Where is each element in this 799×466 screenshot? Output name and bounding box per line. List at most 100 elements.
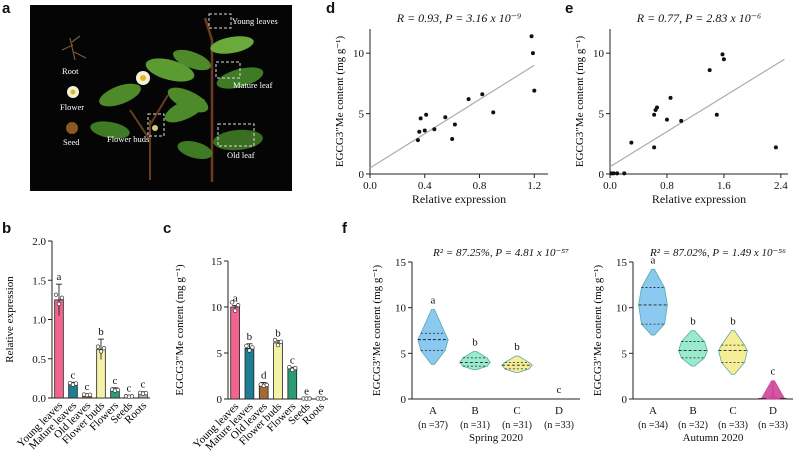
data-point bbox=[443, 115, 448, 120]
replicate-point bbox=[287, 364, 292, 370]
y-tick-label: 0.5 bbox=[32, 354, 46, 366]
violin-shape bbox=[718, 330, 748, 375]
y-tick-label: 10 bbox=[616, 303, 628, 315]
replicate-point bbox=[232, 308, 238, 313]
replicate-point bbox=[98, 349, 104, 354]
y-tick-label: 10 bbox=[211, 302, 223, 314]
data-point bbox=[452, 122, 457, 127]
y-tick-label: 0.0 bbox=[32, 393, 46, 405]
data-point bbox=[415, 138, 420, 143]
x-tick-label: B bbox=[689, 405, 696, 417]
y-tick-label: 0 bbox=[359, 169, 365, 181]
significance-letter: b bbox=[98, 326, 104, 338]
stats-annotation: R² = 87.25%, P = 4.81 x 10⁻⁵⁷ bbox=[432, 247, 569, 259]
y-axis-label: EGCG3″Me content (mg g⁻¹) bbox=[371, 265, 383, 397]
significance-letter: c bbox=[71, 369, 76, 381]
data-point bbox=[532, 88, 537, 93]
y-axis-label: EGCG3″Me content (mg g⁻¹) bbox=[574, 36, 586, 168]
panel-label-f: f bbox=[342, 220, 347, 237]
x-axis-label: Relative expression bbox=[652, 192, 746, 206]
bar bbox=[287, 368, 298, 400]
y-tick-label: 0 bbox=[401, 394, 407, 406]
x-tick-label: A bbox=[649, 405, 657, 417]
y-tick-label: 15 bbox=[395, 257, 407, 269]
data-point bbox=[721, 57, 726, 62]
data-point bbox=[529, 34, 534, 39]
bar bbox=[244, 347, 255, 400]
group-n-label: (n =33) bbox=[718, 420, 748, 431]
significance-letter: c bbox=[557, 384, 562, 396]
y-tick-label: 5 bbox=[217, 348, 223, 360]
significance-letter: d bbox=[261, 369, 267, 381]
data-point bbox=[615, 171, 620, 176]
replicate-point bbox=[56, 301, 62, 307]
significance-letter: c bbox=[113, 375, 118, 387]
y-axis-label: EGCG3″Me content (mg g⁻¹) bbox=[334, 36, 346, 168]
x-tick-label: 2.4 bbox=[774, 180, 788, 192]
data-point bbox=[720, 52, 725, 57]
y-axis-label: EGCG3″Me content (mg g⁻¹) bbox=[592, 265, 604, 397]
panel-label-c: c bbox=[163, 220, 172, 237]
x-tick-label: 1.6 bbox=[717, 180, 731, 192]
y-tick-label: 10 bbox=[593, 48, 605, 60]
significance-letter: e bbox=[318, 385, 323, 397]
label-flower: Flower bbox=[60, 102, 85, 112]
data-point bbox=[773, 145, 778, 150]
x-tick-label: B bbox=[471, 405, 478, 417]
data-point bbox=[707, 68, 712, 73]
significance-letter: b bbox=[690, 316, 696, 328]
y-tick-label: 5 bbox=[599, 109, 605, 121]
y-tick-label: 1.0 bbox=[32, 315, 46, 327]
plant-right bbox=[167, 17, 264, 182]
data-point bbox=[622, 171, 627, 176]
regression-line bbox=[609, 58, 785, 168]
panel-label-e: e bbox=[565, 0, 574, 17]
season-label: Spring 2020 bbox=[469, 432, 524, 444]
data-point bbox=[679, 118, 684, 123]
data-point bbox=[422, 128, 427, 133]
panel-label-a: a bbox=[2, 0, 11, 17]
panel-label-d: d bbox=[326, 0, 336, 17]
significance-letter: c bbox=[771, 366, 776, 378]
replicate-point bbox=[73, 381, 79, 386]
x-tick-label: 0.8 bbox=[473, 180, 487, 192]
group-n-label: (n =31) bbox=[502, 420, 532, 431]
y-tick-label: 0 bbox=[217, 394, 223, 406]
bar bbox=[230, 306, 240, 400]
y-axis-label: EGCG3″Me content (mg g⁻¹) bbox=[174, 264, 186, 396]
data-point bbox=[652, 145, 657, 150]
y-axis-label: Relative expression bbox=[4, 276, 16, 363]
label-flower-buds: Flower buds bbox=[107, 134, 150, 144]
y-tick-label: 10 bbox=[353, 48, 365, 60]
significance-letter: b bbox=[247, 331, 253, 343]
significance-letter: a bbox=[431, 294, 436, 306]
replicate-point bbox=[293, 365, 298, 371]
group-n-label: (n =33) bbox=[758, 420, 788, 431]
x-tick-label: C bbox=[729, 405, 736, 417]
replicate-point bbox=[290, 367, 295, 373]
y-tick-label: 15 bbox=[616, 257, 628, 269]
significance-letter: e bbox=[304, 385, 309, 397]
replicate-point bbox=[59, 295, 65, 300]
root-illustration bbox=[61, 35, 87, 61]
significance-letter: b bbox=[730, 316, 736, 328]
replicate-point bbox=[101, 346, 107, 351]
data-point bbox=[417, 129, 422, 134]
significance-letter: b bbox=[514, 341, 520, 353]
replicate-point bbox=[115, 387, 121, 393]
replicate-point bbox=[244, 343, 249, 348]
x-axis-label: Relative expression bbox=[412, 192, 506, 206]
x-tick-label: C bbox=[513, 405, 520, 417]
data-point bbox=[652, 112, 657, 117]
data-point bbox=[466, 97, 471, 102]
label-root: Root bbox=[62, 66, 79, 76]
y-tick-label: 15 bbox=[211, 256, 223, 268]
seed-illustration bbox=[66, 122, 78, 134]
significance-letter: c bbox=[290, 354, 295, 366]
violin-shape bbox=[459, 351, 491, 371]
violin-shape bbox=[501, 355, 533, 373]
data-point bbox=[418, 116, 423, 121]
y-tick-label: 5 bbox=[622, 348, 628, 360]
